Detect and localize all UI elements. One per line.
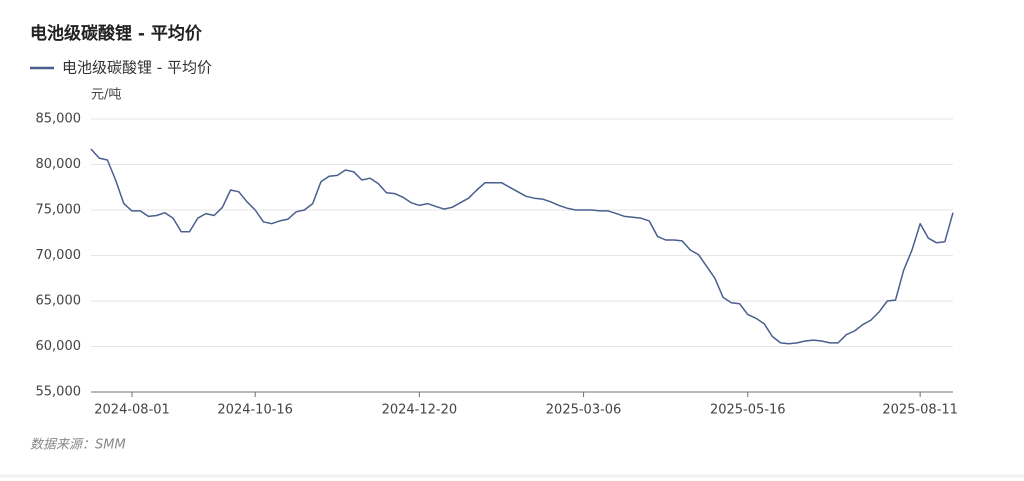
x-tick-label: 2024-10-16 bbox=[217, 403, 293, 418]
series-line bbox=[90, 148, 954, 345]
x-tick-label: 2025-08-11 bbox=[882, 403, 958, 418]
y-unit: 元/吨 bbox=[91, 88, 121, 103]
y-tick-label: 75,000 bbox=[36, 203, 82, 218]
y-tick-label: 85,000 bbox=[36, 112, 82, 127]
chart-title: 电池级碳酸锂 - 平均价 bbox=[30, 23, 203, 44]
y-tick-label: 55,000 bbox=[36, 385, 82, 400]
y-tick-label: 70,000 bbox=[36, 248, 82, 263]
x-tick-label: 2024-12-20 bbox=[382, 403, 458, 418]
x-tick-label: 2025-03-06 bbox=[546, 403, 622, 418]
y-tick-label: 65,000 bbox=[36, 294, 82, 309]
x-tick-label: 2025-05-16 bbox=[710, 403, 786, 418]
x-tick-label: 2024-08-01 bbox=[94, 403, 170, 418]
source: 数据来源：SMM bbox=[30, 438, 126, 453]
legend-label: 电池级碳酸锂 - 平均价 bbox=[62, 59, 212, 77]
y-tick-label: 60,000 bbox=[36, 339, 82, 354]
y-tick-label: 80,000 bbox=[36, 157, 82, 172]
